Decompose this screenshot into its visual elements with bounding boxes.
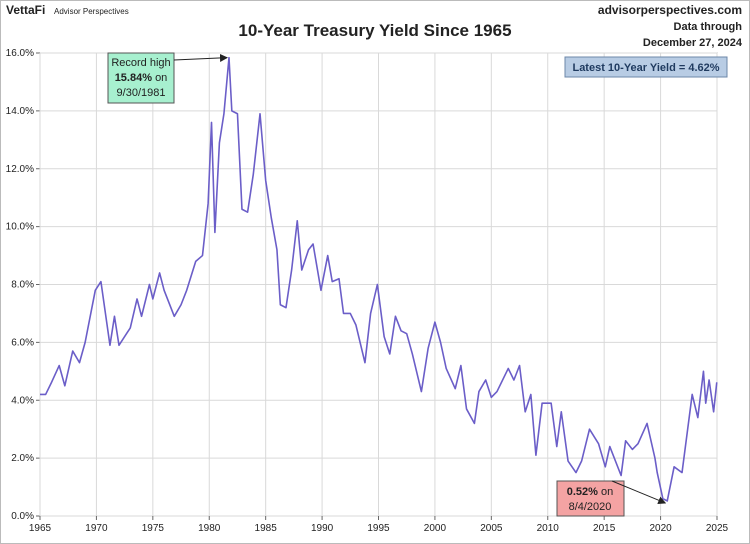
record-date: 9/30/1981 <box>117 87 166 99</box>
y-tick-label: 6.0% <box>11 337 34 348</box>
y-tick-label: 14.0% <box>6 106 34 117</box>
x-tick-label: 2000 <box>424 523 447 534</box>
y-tick-label: 10.0% <box>6 222 34 233</box>
latest-label: Latest 10-Year Yield = 4.62% <box>572 62 719 74</box>
record-value-line: 15.84% on <box>115 72 168 84</box>
low-on: on <box>601 486 613 498</box>
record-value: 15.84% <box>115 72 153 84</box>
data-date: December 27, 2024 <box>643 37 743 49</box>
plot: 0.0% 2.0% 4.0% 6.0% 8.0% 10.0% 12.0% 14.0% 16.0%… <box>6 48 729 534</box>
y-tick-label: 4.0% <box>11 395 34 406</box>
record-arrow <box>173 53 228 62</box>
x-tick-label: 1985 <box>255 523 278 534</box>
x-tick-label: 2010 <box>537 523 560 534</box>
site: advisorperspectives.com <box>598 3 742 17</box>
y-tick-label: 12.0% <box>6 164 34 175</box>
y-tick-label: 8.0% <box>11 280 34 291</box>
x-tick-label: 1980 <box>198 523 221 534</box>
y-tick-label: 0.0% <box>11 511 34 522</box>
brand: VettaFi <box>6 3 45 17</box>
x-tick-label: 1975 <box>142 523 165 534</box>
low-date: 8/4/2020 <box>569 501 612 513</box>
y-tick-label: 16.0% <box>6 48 34 59</box>
latest-box <box>564 56 728 78</box>
x-tick-label: 2015 <box>593 523 616 534</box>
x-tick-label: 2005 <box>480 523 503 534</box>
x-tick-label: 1965 <box>29 523 52 534</box>
record-on: on <box>155 72 167 84</box>
record-text: Record high <box>111 57 170 69</box>
low-box <box>556 480 625 517</box>
y-tick-label: 2.0% <box>11 453 34 464</box>
x-tick-label: 1970 <box>85 523 108 534</box>
x-tick-label: 2025 <box>706 523 729 534</box>
x-tick-label: 1990 <box>311 523 334 534</box>
series-line <box>40 56 718 502</box>
low-value: 0.52% <box>567 486 598 498</box>
chart-title: 10-Year Treasury Yield Since 1965 <box>238 21 511 40</box>
x-tick-label: 1995 <box>367 523 390 534</box>
x-tick-label: 2020 <box>649 523 672 534</box>
record-box <box>107 52 175 104</box>
data-through: Data through <box>674 21 743 33</box>
low-arrow <box>611 480 667 504</box>
low-value-line: 0.52% on <box>567 486 614 498</box>
brand-sub: Advisor Perspectives <box>54 7 129 16</box>
